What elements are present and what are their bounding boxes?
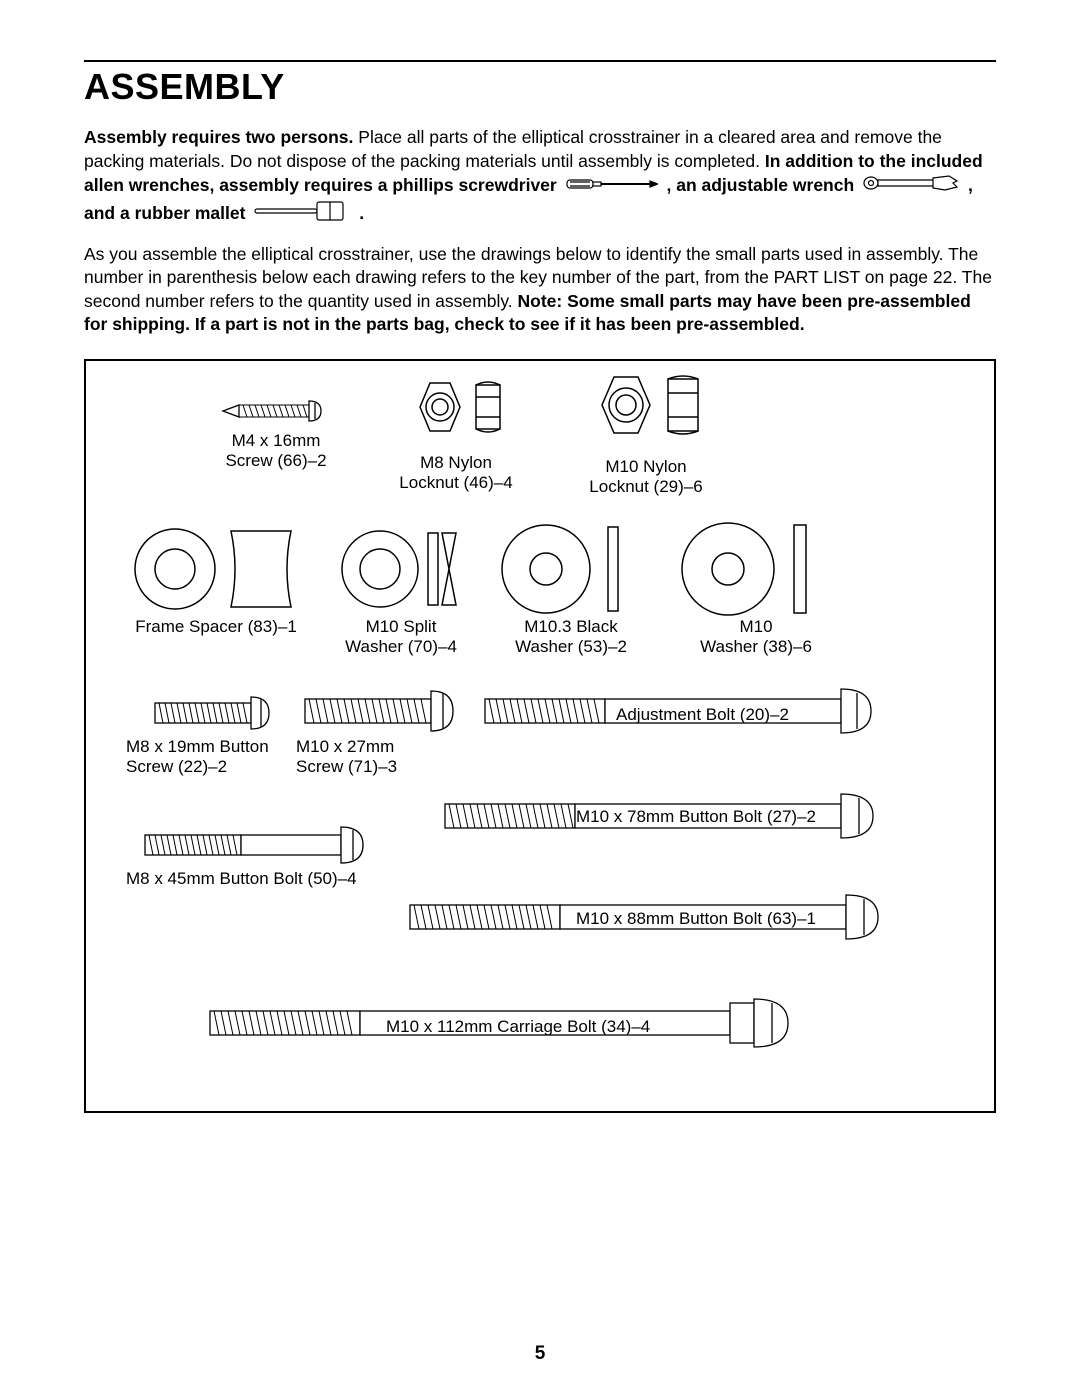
- m10-split-label-2: Washer (70)–4: [326, 637, 476, 657]
- page-number: 5: [0, 1343, 1080, 1365]
- adjustable-wrench-icon: [863, 173, 959, 200]
- m10-washer-label-1: M10: [666, 617, 846, 637]
- intro-lead-bold: Assembly requires two persons.: [84, 127, 353, 147]
- frame-spacer-label: Frame Spacer (83)–1: [116, 617, 316, 637]
- m10-27-label-2: Screw (71)–3: [296, 757, 466, 777]
- m10-locknut-label-1: M10 Nylon: [556, 457, 736, 477]
- m10-washer-label-2: Washer (38)–6: [666, 637, 846, 657]
- top-rule: [84, 60, 996, 62]
- phillips-screwdriver-icon: [566, 175, 658, 199]
- m8-19-label-1: M8 x 19mm Button: [126, 737, 306, 757]
- m10-27-label-1: M10 x 27mm: [296, 737, 466, 757]
- part-m10-washer: M10 Washer (38)–6: [666, 521, 846, 658]
- second-paragraph: As you assemble the elliptical crosstrai…: [84, 243, 996, 338]
- adjustment-bolt-label: Adjustment Bolt (20)–2: [616, 705, 789, 725]
- page: ASSEMBLY Assembly requires two persons. …: [0, 0, 1080, 1397]
- part-m10-split-washer: M10 Split Washer (70)–4: [326, 521, 476, 658]
- m8-45-label: M8 x 45mm Button Bolt (50)–4: [126, 869, 386, 889]
- m4-screw-label-1: M4 x 16mm: [196, 431, 356, 451]
- m103-black-label-1: M10.3 Black: [486, 617, 656, 637]
- m8-19-label-2: Screw (22)–2: [126, 757, 306, 777]
- m10-112-label: M10 x 112mm Carriage Bolt (34)–4: [386, 1017, 650, 1037]
- part-m8-45-button-bolt: M8 x 45mm Button Bolt (50)–4: [126, 821, 386, 889]
- tools-text-2: , an adjustable wrench: [666, 175, 854, 195]
- intro-paragraph: Assembly requires two persons. Place all…: [84, 126, 996, 229]
- m103-black-label-2: Washer (53)–2: [486, 637, 656, 657]
- m8-locknut-label-1: M8 Nylon: [376, 453, 536, 473]
- m10-78-label: M10 x 78mm Button Bolt (27)–2: [576, 807, 816, 827]
- m10-locknut-label-2: Locknut (29)–6: [556, 477, 736, 497]
- m10-split-label-1: M10 Split: [326, 617, 476, 637]
- part-m10-27-screw: M10 x 27mm Screw (71)–3: [296, 685, 466, 778]
- m8-locknut-label-2: Locknut (46)–4: [376, 473, 536, 493]
- part-m8-19-button-screw: M8 x 19mm Button Screw (22)–2: [126, 689, 306, 778]
- m4-screw-label-2: Screw (66)–2: [196, 451, 356, 471]
- intro-period: .: [359, 203, 364, 223]
- rubber-mallet-icon: [254, 200, 350, 229]
- parts-box: M4 x 16mm Screw (66)–2 M8 Nylon: [84, 359, 996, 1113]
- page-title: ASSEMBLY: [84, 66, 996, 108]
- part-frame-spacer: Frame Spacer (83)–1: [116, 521, 316, 637]
- part-m8-locknut: M8 Nylon Locknut (46)–4: [376, 377, 536, 494]
- part-m103-black-washer: M10.3 Black Washer (53)–2: [486, 521, 656, 658]
- part-m10-locknut: M10 Nylon Locknut (29)–6: [556, 371, 736, 498]
- m10-88-label: M10 x 88mm Button Bolt (63)–1: [576, 909, 816, 929]
- part-m4-screw: M4 x 16mm Screw (66)–2: [196, 391, 356, 472]
